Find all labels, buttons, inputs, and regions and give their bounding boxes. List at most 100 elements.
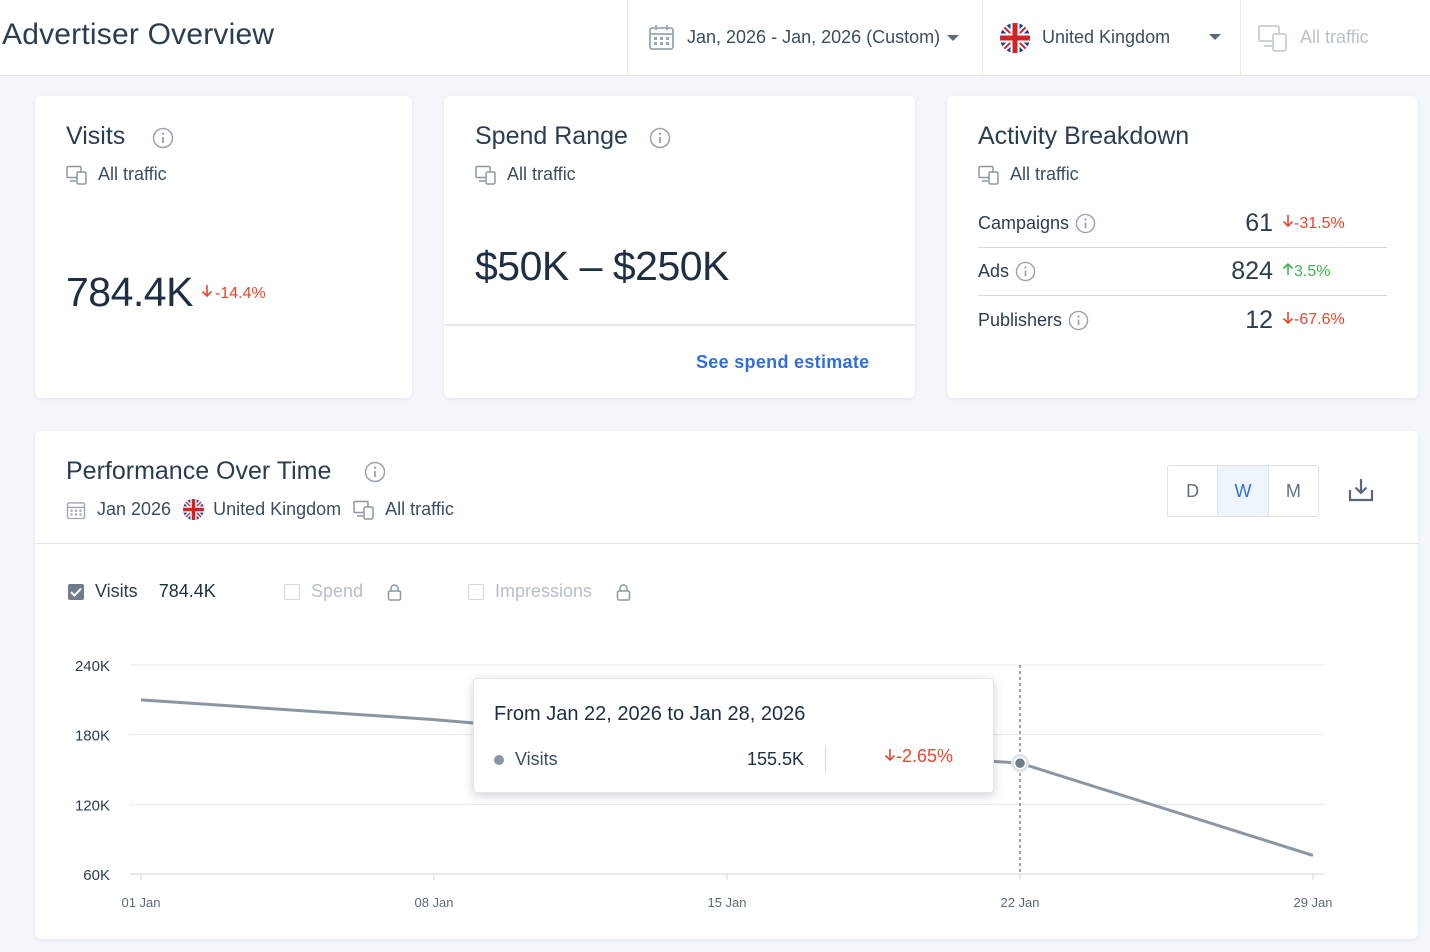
spend-range-card: Spend Range All traffic $50K – $250K See… (444, 96, 915, 398)
info-icon[interactable] (649, 127, 671, 149)
activity-row-delta-text: -31.5% (1294, 214, 1345, 232)
granularity-month-button[interactable]: M (1285, 480, 1301, 501)
chart-tooltip: From Jan 22, 2026 to Jan 28, 2026 Visits… (473, 678, 994, 793)
devices-icon (1258, 24, 1288, 52)
legend-impressions: Impressions (468, 581, 631, 602)
spend-subtitle-label: All traffic (507, 164, 576, 184)
activity-row-publishers: Publishers 12 -67.6% (978, 296, 1387, 344)
spend-range-value: $50K – $250K (475, 243, 729, 289)
date-range-picker[interactable]: Jan, 2026 - Jan, 2026 (Custom) (627, 0, 983, 75)
filter-country-label: United Kingdom (213, 499, 342, 519)
info-icon[interactable] (364, 461, 386, 483)
x-tick-label: 15 Jan (707, 895, 746, 910)
devices-icon (66, 165, 87, 185)
tooltip-title: From Jan 22, 2026 to Jan 28, 2026 (494, 703, 806, 725)
granularity-week-button[interactable]: W (1218, 466, 1269, 516)
legend-value: 784.4K (158, 581, 216, 601)
info-icon[interactable] (1075, 213, 1096, 234)
visits-subtitle-label: All traffic (98, 164, 167, 184)
uk-flag-icon (183, 499, 205, 520)
granularity-toggle: D W M (1167, 465, 1319, 517)
page-title: Advertiser Overview (2, 18, 275, 51)
info-icon[interactable] (152, 127, 174, 149)
activity-row-value: 61 (1245, 209, 1273, 237)
chevron-down-icon (947, 34, 960, 41)
y-tick-label: 120K (75, 797, 110, 814)
traffic-label: All traffic (1300, 27, 1369, 47)
filter-traffic-label: All traffic (385, 499, 454, 519)
x-tick-label: 01 Jan (121, 895, 160, 910)
arrow-down-icon (1282, 311, 1294, 330)
activity-row-campaigns: Campaigns 61 -31.5% (978, 200, 1387, 248)
visits-subtitle: All traffic (66, 164, 167, 185)
x-tick-label: 22 Jan (1000, 895, 1039, 910)
activity-row-delta: 3.5% (1282, 262, 1330, 281)
download-icon[interactable] (1348, 477, 1374, 503)
calendar-icon (648, 24, 675, 51)
top-header: Advertiser Overview Jan, 2026 - Jan, 202… (0, 0, 1430, 76)
activity-row-delta: -67.6% (1282, 311, 1345, 330)
info-icon[interactable] (1015, 261, 1036, 282)
tooltip-delta: -2.65% (884, 746, 953, 767)
divider (825, 746, 826, 772)
tooltip-delta-text: -2.65% (896, 746, 954, 766)
performance-card: Performance Over Time Jan 2026 United Ki… (35, 431, 1418, 939)
activity-title: Activity Breakdown (978, 122, 1190, 150)
activity-row-value: 824 (1231, 257, 1273, 285)
chevron-down-icon (1209, 34, 1221, 40)
filter-date-label: Jan 2026 (97, 499, 172, 519)
devices-icon (978, 165, 999, 185)
date-range-label: Jan, 2026 - Jan, 2026 (Custom) (687, 27, 941, 47)
performance-title: Performance Over Time (66, 457, 332, 485)
checkbox-unchecked-icon (284, 583, 300, 600)
devices-icon (475, 165, 496, 185)
see-spend-estimate-link[interactable]: See spend estimate (696, 352, 870, 372)
legend-spend: Spend (284, 581, 402, 602)
granularity-day-button[interactable]: D (1168, 466, 1219, 516)
activity-row-delta-text: 3.5% (1294, 262, 1331, 280)
legend-label: Impressions (495, 581, 593, 601)
divider (35, 543, 1418, 544)
activity-subtitle-label: All traffic (1010, 164, 1079, 184)
calendar-icon (66, 500, 86, 520)
legend-label: Spend (311, 581, 364, 601)
devices-icon (353, 500, 374, 520)
activity-row-delta: -31.5% (1282, 214, 1345, 233)
activity-row-delta-text: -67.6% (1294, 311, 1345, 328)
activity-breakdown-card: Activity Breakdown All traffic Campaigns… (947, 96, 1418, 398)
y-tick-label: 60K (83, 867, 110, 884)
visits-delta: -14.4% (201, 284, 266, 303)
arrow-up-icon (1282, 262, 1294, 281)
country-selector[interactable]: United Kingdom (982, 0, 1241, 75)
activity-row-value: 12 (1245, 305, 1273, 334)
data-point (1013, 756, 1027, 770)
performance-filters: Jan 2026 United Kingdom All traffic (66, 499, 454, 520)
y-tick-label: 180K (75, 728, 110, 745)
activity-row-label: Publishers (978, 309, 1063, 330)
y-tick-label: 240K (75, 658, 110, 675)
visits-delta-text: -14.4% (215, 284, 266, 302)
lock-icon (387, 583, 402, 601)
series-dot-icon (494, 755, 504, 765)
visits-title: Visits (66, 122, 126, 150)
arrow-down-icon (201, 284, 213, 303)
spend-range-title: Spend Range (475, 122, 628, 150)
x-tick-label: 29 Jan (1293, 895, 1332, 910)
tooltip-value: 155.5K (747, 749, 805, 769)
lock-icon (616, 583, 631, 601)
x-tick-label: 08 Jan (414, 895, 453, 910)
legend-visits[interactable]: Visits 784.4K (68, 581, 216, 602)
checkbox-unchecked-icon (468, 583, 484, 600)
spend-subtitle: All traffic (475, 164, 576, 185)
activity-subtitle: All traffic (978, 164, 1079, 185)
visits-value: 784.4K (66, 269, 193, 315)
activity-row-label: Ads (978, 261, 1010, 281)
checkbox-checked-icon[interactable] (68, 583, 84, 600)
country-label: United Kingdom (1042, 27, 1171, 47)
traffic-selector[interactable]: All traffic (1240, 0, 1430, 75)
arrow-down-icon (1282, 214, 1294, 233)
info-icon[interactable] (1068, 310, 1089, 331)
activity-row-label: Campaigns (978, 213, 1070, 233)
activity-row-ads: Ads 824 3.5% (978, 248, 1387, 296)
